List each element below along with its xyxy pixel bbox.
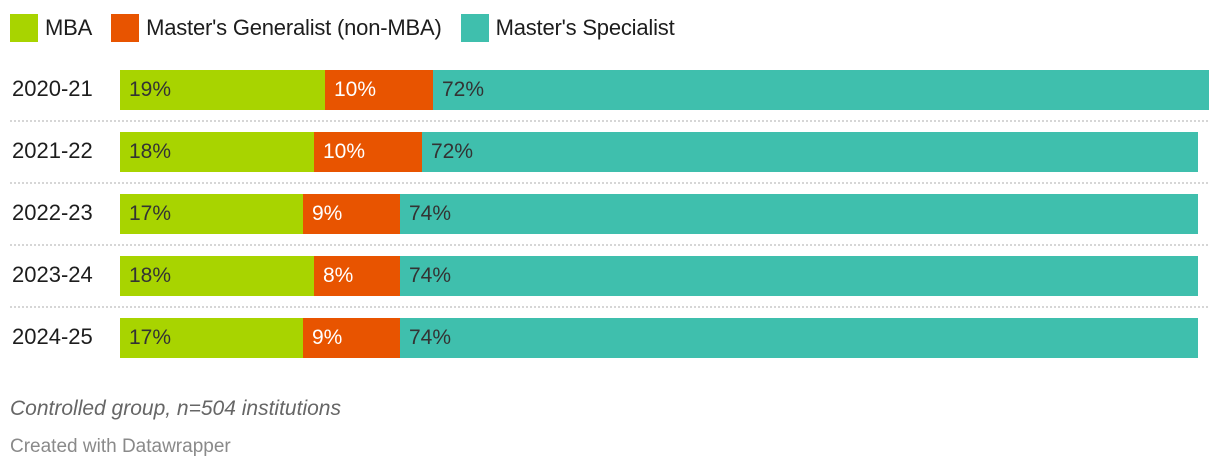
row-label: 2020-21 — [12, 76, 93, 101]
bar-row: 2021-22 18% 10% 72% — [0, 132, 1220, 172]
segment-value-label: 18% — [129, 140, 172, 163]
legend-item-specialist: Master's Specialist — [460, 14, 675, 42]
segment-value-label: 9% — [312, 202, 343, 225]
segment-value-label: 9% — [312, 326, 343, 349]
chart-credit: Created with Datawrapper — [10, 436, 231, 457]
segment-value-label: 17% — [129, 326, 172, 349]
row-label: 2023-24 — [12, 262, 93, 287]
stacked-bar: 18% 8% 74% — [120, 256, 1198, 296]
chart-notes: Controlled group, n=504 institutions — [10, 397, 341, 420]
bar-segment-specialist: 74% — [400, 256, 1198, 296]
stacked-bar: 18% 10% 72% — [120, 132, 1198, 172]
segment-value-label: 19% — [129, 78, 172, 101]
row-separator — [10, 120, 1208, 122]
bar-segment-mba: 19% — [120, 70, 325, 110]
bar-segment-generalist: 8% — [314, 256, 400, 296]
bar-row: 2023-24 18% 8% 74% — [0, 256, 1220, 296]
bar-segment-specialist: 74% — [400, 194, 1198, 234]
segment-value-label: 10% — [323, 140, 366, 163]
bar-segment-mba: 18% — [120, 132, 314, 172]
legend-swatch-mba — [10, 14, 38, 42]
segment-value-label: 74% — [409, 264, 452, 287]
legend-swatch-generalist — [111, 14, 140, 42]
stacked-bar: 17% 9% 74% — [120, 194, 1198, 234]
segment-value-label: 74% — [409, 202, 452, 225]
bar-row: 2020-21 19% 10% 72% — [0, 70, 1220, 110]
bar-segment-mba: 18% — [120, 256, 314, 296]
segment-value-label: 72% — [442, 78, 485, 101]
legend: MBA Master's Generalist (non-MBA) Master… — [10, 13, 693, 43]
legend-label-generalist: Master's Generalist (non-MBA) — [146, 15, 442, 40]
bar-segment-generalist: 10% — [314, 132, 422, 172]
bar-segment-mba: 17% — [120, 318, 303, 358]
bar-segment-specialist: 72% — [422, 132, 1198, 172]
row-label: 2021-22 — [12, 138, 93, 163]
bar-segment-specialist: 72% — [433, 70, 1209, 110]
legend-label-mba: MBA — [45, 15, 93, 40]
segment-value-label: 8% — [323, 264, 354, 287]
segment-value-label: 74% — [409, 326, 452, 349]
bar-segment-generalist: 9% — [303, 194, 400, 234]
row-separator — [10, 182, 1208, 184]
stacked-bar: 17% 9% 74% — [120, 318, 1198, 358]
segment-value-label: 17% — [129, 202, 172, 225]
legend-label-specialist: Master's Specialist — [495, 15, 675, 40]
segment-value-label: 18% — [129, 264, 172, 287]
legend-item-generalist: Master's Generalist (non-MBA) — [111, 14, 442, 42]
row-label: 2024-25 — [12, 324, 93, 349]
stacked-bar: 19% 10% 72% — [120, 70, 1209, 110]
row-separator — [10, 306, 1208, 308]
bar-segment-generalist: 9% — [303, 318, 400, 358]
legend-swatch-specialist — [460, 14, 489, 42]
row-label: 2022-23 — [12, 200, 93, 225]
segment-value-label: 10% — [334, 78, 377, 101]
segment-value-label: 72% — [431, 140, 474, 163]
bar-segment-specialist: 74% — [400, 318, 1198, 358]
bar-row: 2024-25 17% 9% 74% — [0, 318, 1220, 358]
bar-row: 2022-23 17% 9% 74% — [0, 194, 1220, 234]
bar-segment-mba: 17% — [120, 194, 303, 234]
row-separator — [10, 244, 1208, 246]
bar-segment-generalist: 10% — [325, 70, 433, 110]
legend-item-mba: MBA — [10, 14, 92, 42]
